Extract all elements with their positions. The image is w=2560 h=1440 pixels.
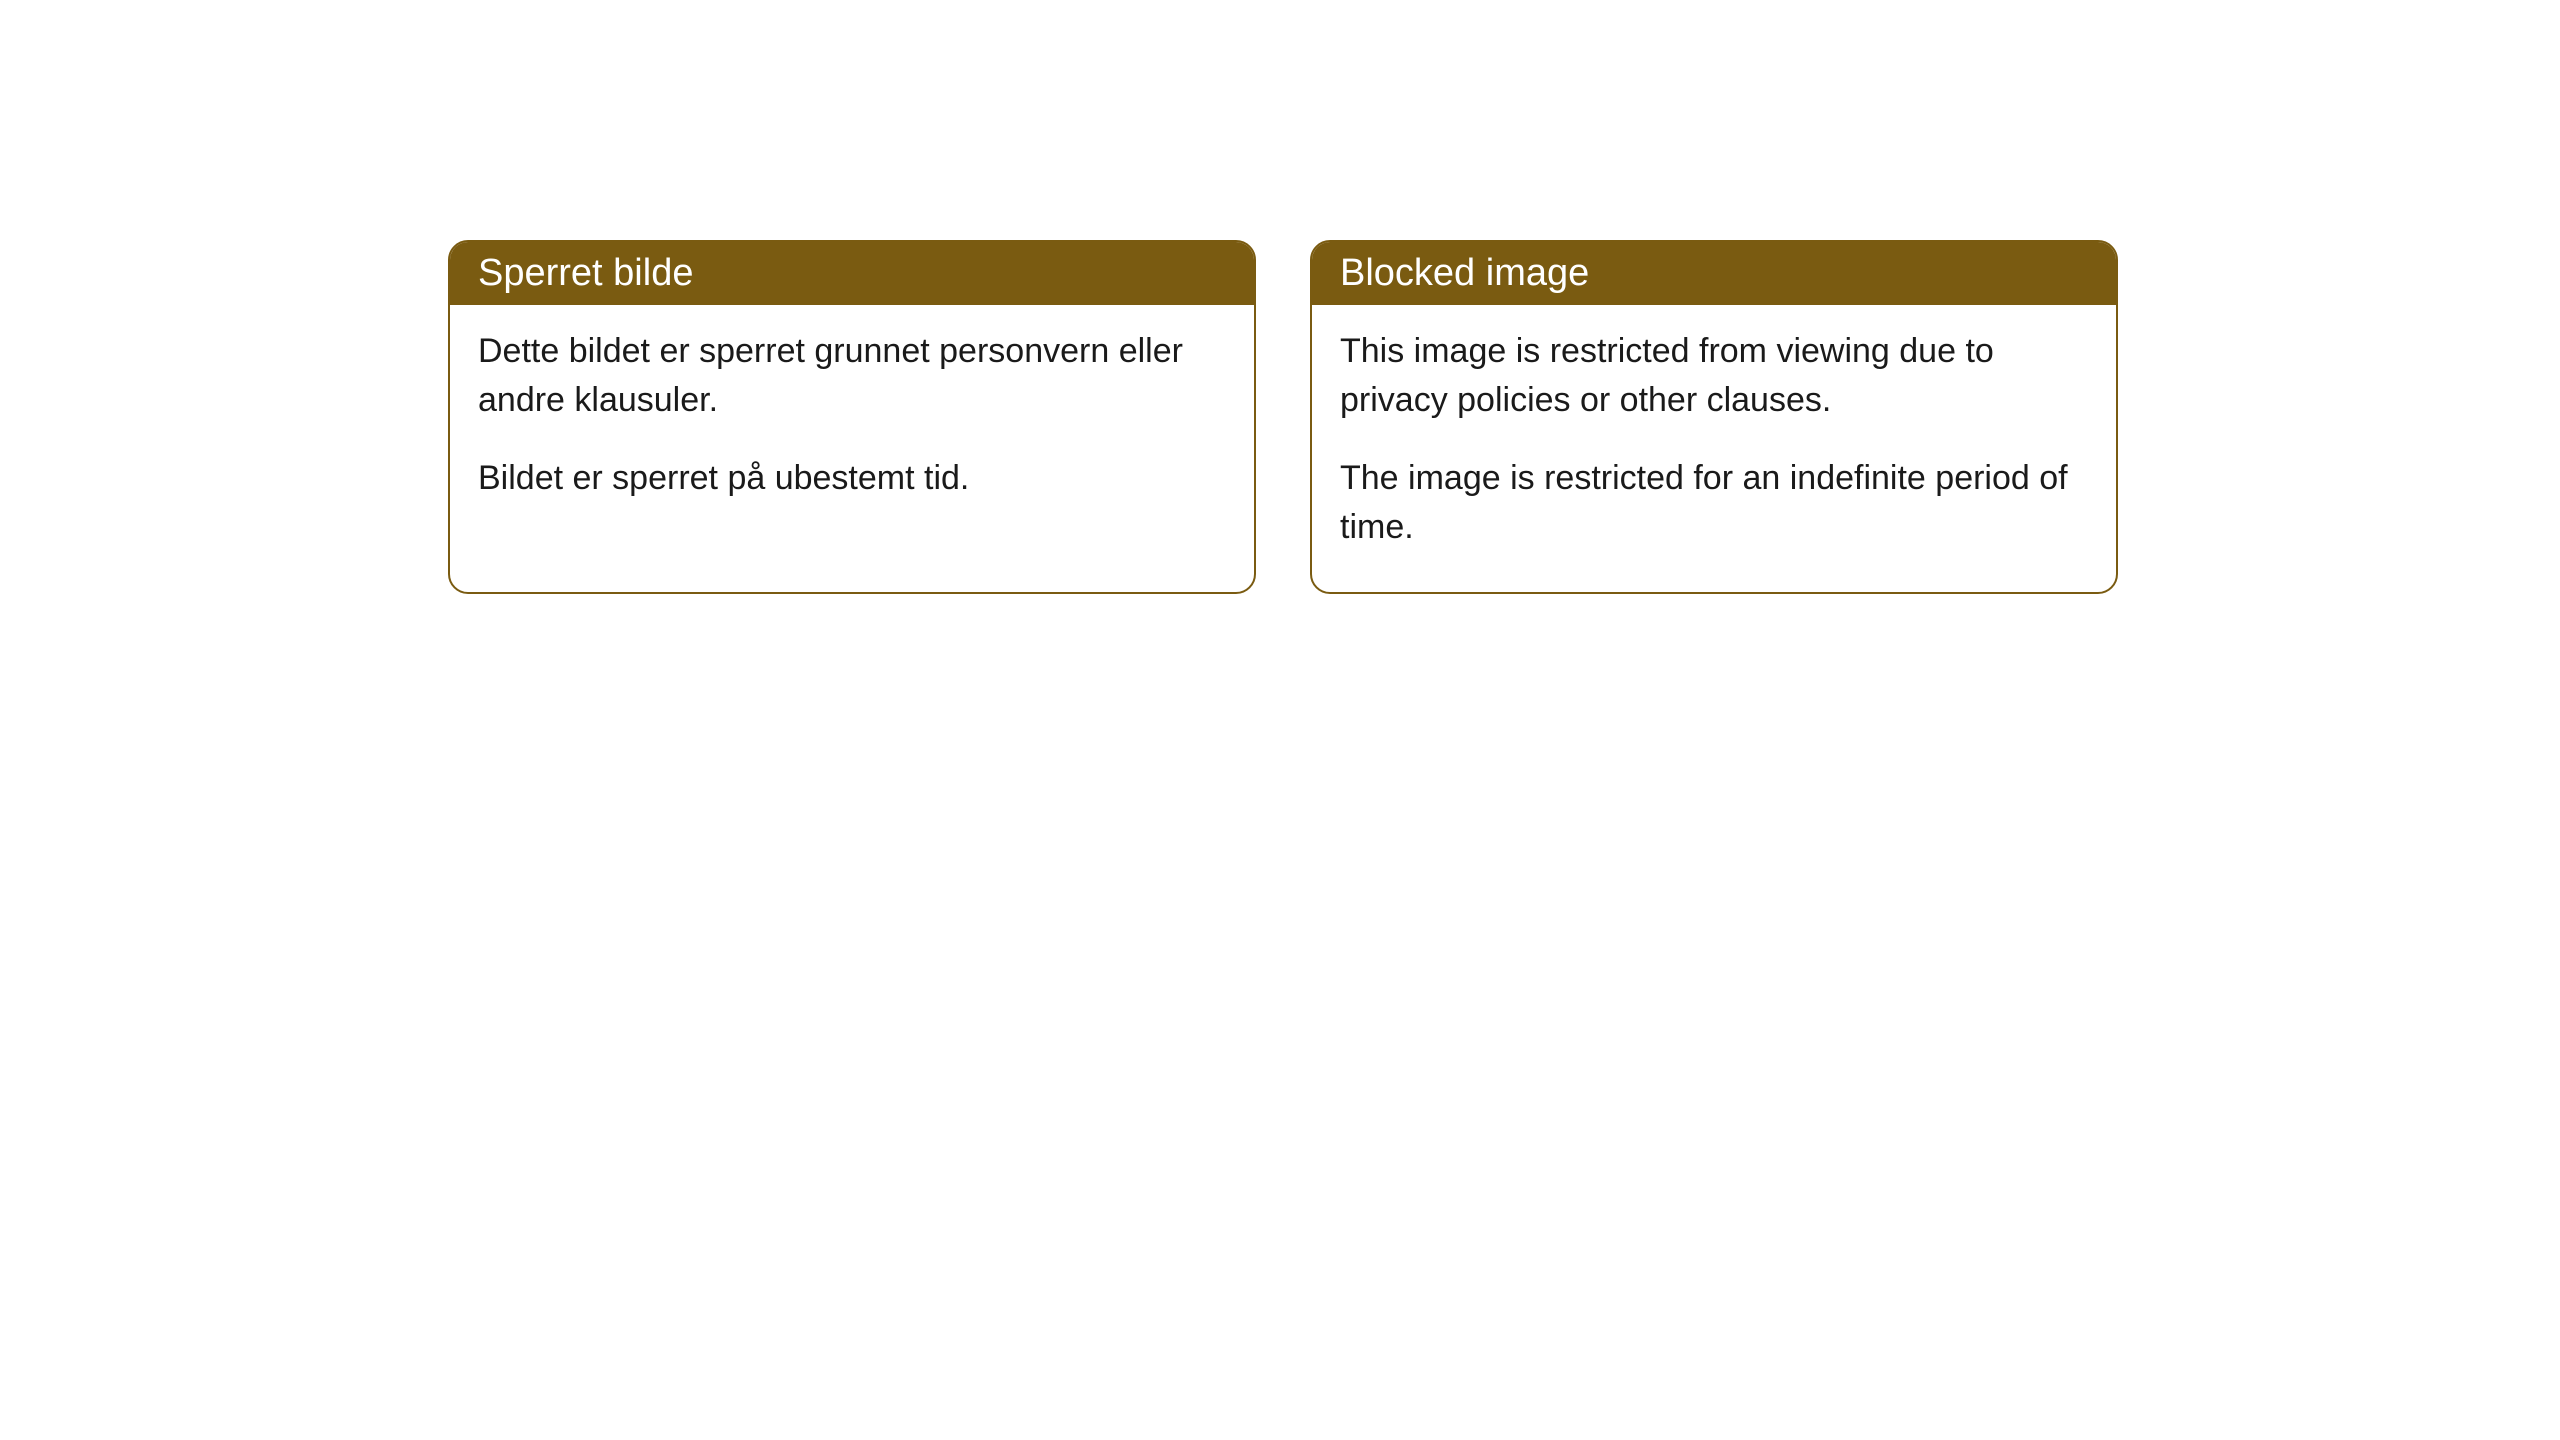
card-paragraph-no-1: Dette bildet er sperret grunnet personve… [478, 327, 1226, 426]
notice-cards-container: Sperret bilde Dette bildet er sperret gr… [448, 240, 2118, 594]
card-paragraph-en-2: The image is restricted for an indefinit… [1340, 454, 2088, 553]
card-header-en: Blocked image [1312, 242, 2116, 305]
card-body-en: This image is restricted from viewing du… [1312, 305, 2116, 592]
notice-card-en: Blocked image This image is restricted f… [1310, 240, 2118, 594]
card-title-en: Blocked image [1340, 252, 1589, 294]
notice-card-no: Sperret bilde Dette bildet er sperret gr… [448, 240, 1256, 594]
card-title-no: Sperret bilde [478, 252, 693, 294]
card-body-no: Dette bildet er sperret grunnet personve… [450, 305, 1254, 543]
card-paragraph-no-2: Bildet er sperret på ubestemt tid. [478, 454, 1226, 503]
card-header-no: Sperret bilde [450, 242, 1254, 305]
card-paragraph-en-1: This image is restricted from viewing du… [1340, 327, 2088, 426]
